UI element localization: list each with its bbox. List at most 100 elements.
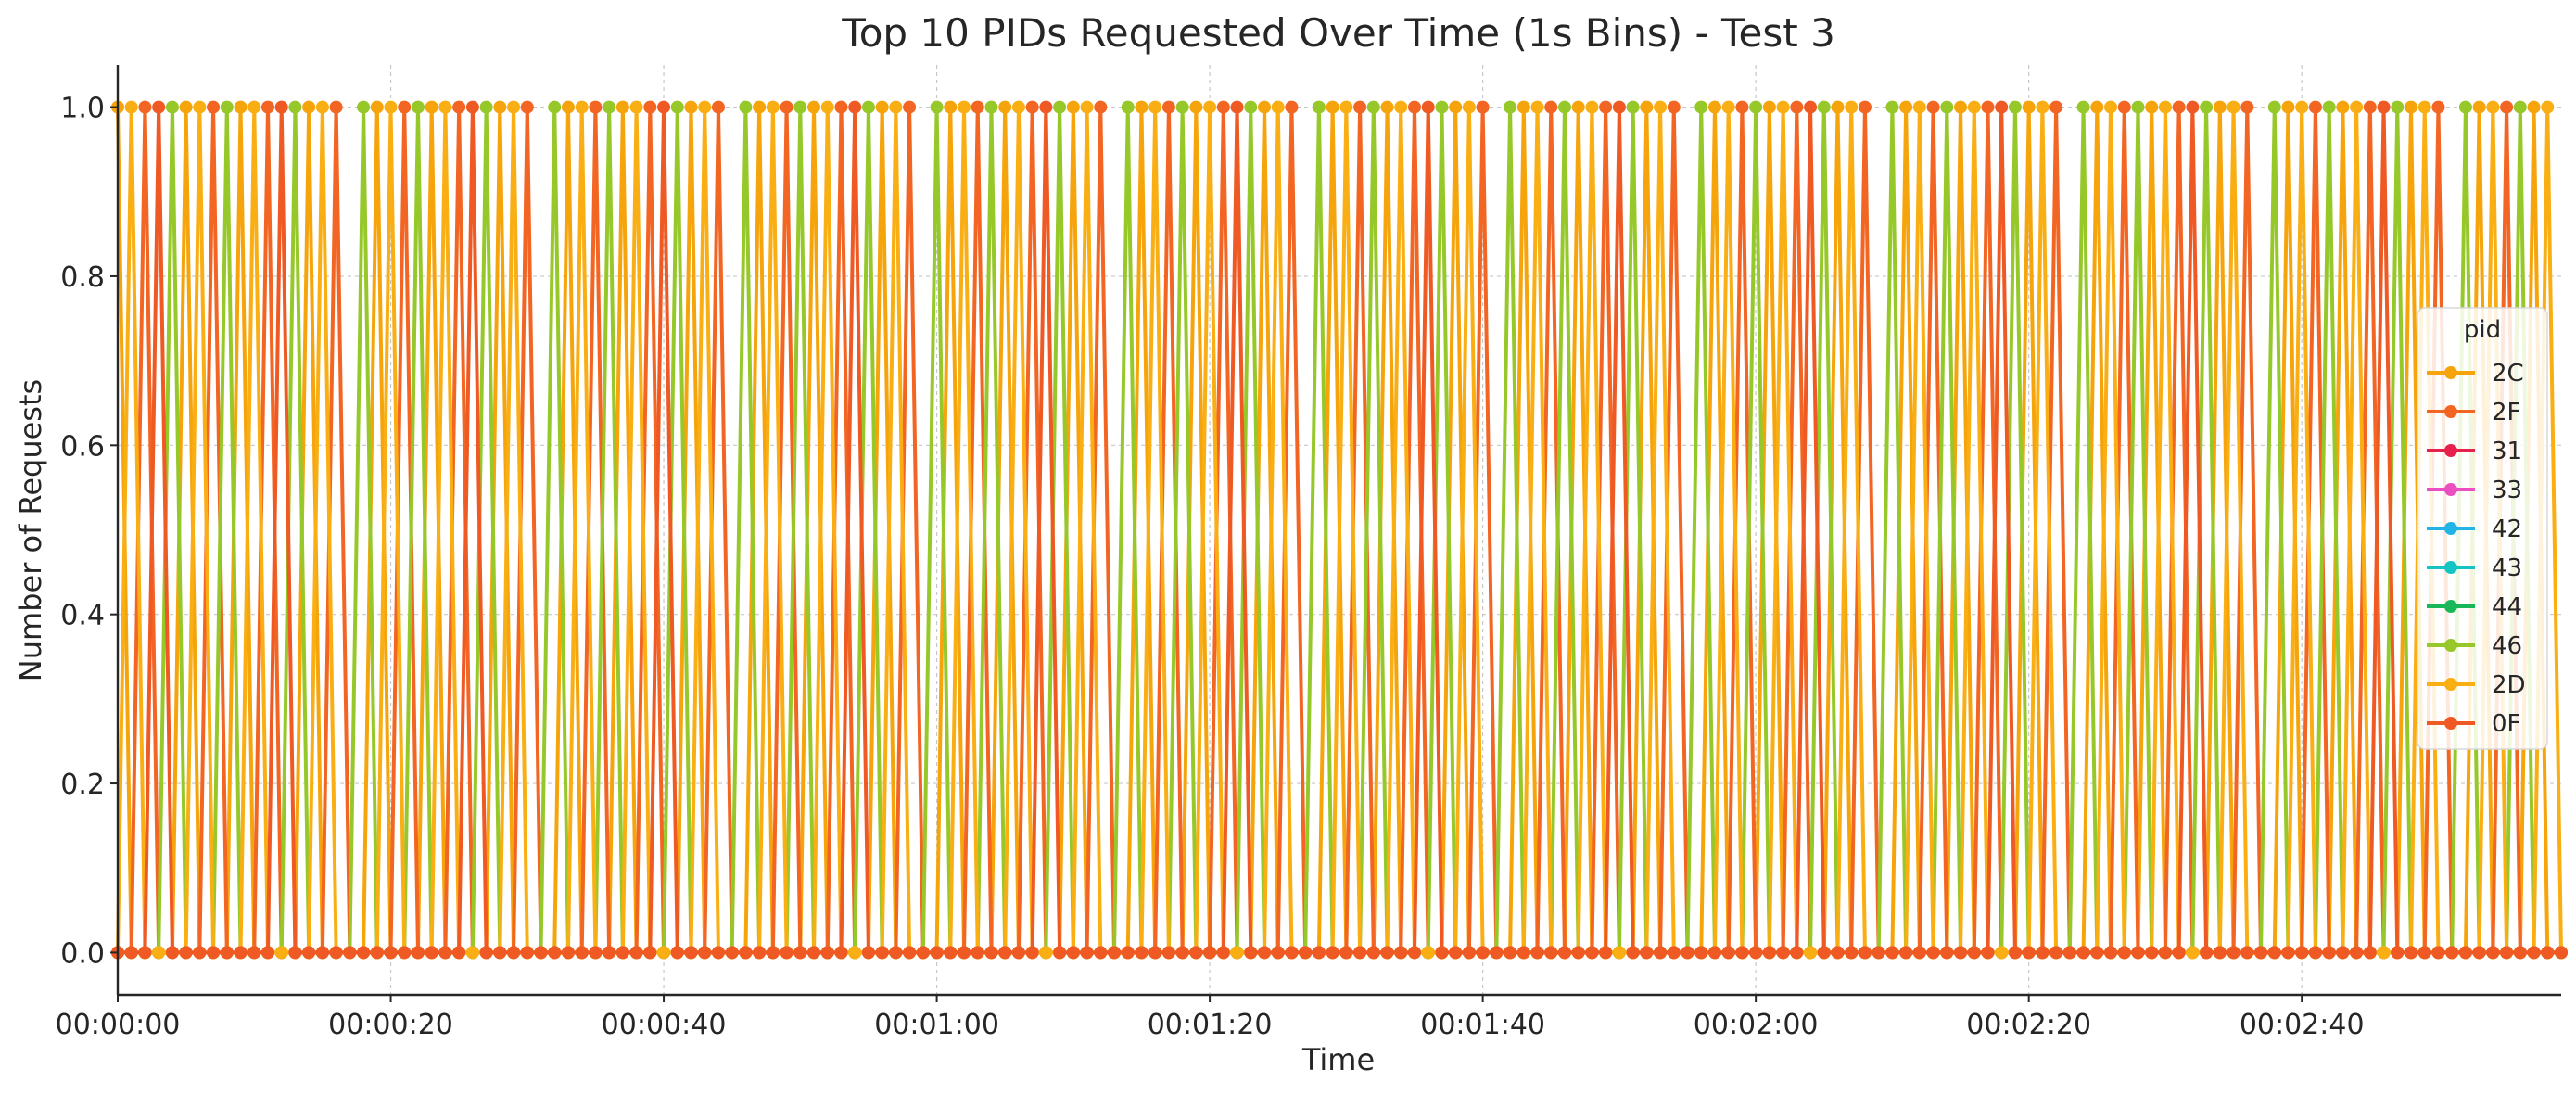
data-point	[1258, 100, 1272, 114]
data-point	[1817, 946, 1831, 960]
data-point	[1216, 946, 1230, 960]
legend-swatch-marker	[2444, 483, 2457, 496]
data-point	[1817, 100, 1831, 114]
data-point	[603, 100, 616, 114]
data-point	[2486, 100, 2500, 114]
data-point	[2417, 946, 2431, 960]
data-point	[2431, 100, 2445, 114]
data-point	[1435, 946, 1449, 960]
data-point	[1025, 946, 1039, 960]
data-point	[1707, 100, 1721, 114]
legend-item: 46	[2427, 632, 2522, 660]
data-point	[753, 100, 767, 114]
data-point	[534, 946, 548, 960]
data-point	[370, 946, 384, 960]
data-point	[1053, 100, 1067, 114]
data-point	[2240, 946, 2254, 960]
data-point	[1544, 946, 1558, 960]
data-point	[971, 100, 984, 114]
data-point	[520, 100, 534, 114]
data-point	[629, 100, 643, 114]
data-point	[1121, 100, 1135, 114]
legend-label: 42	[2492, 515, 2522, 543]
data-point	[1599, 946, 1613, 960]
data-point	[1858, 100, 1872, 114]
data-point	[2090, 946, 2104, 960]
data-point	[1135, 100, 1148, 114]
data-point	[247, 946, 261, 960]
legend-swatch-marker	[2444, 444, 2457, 457]
data-point	[2145, 100, 2159, 114]
data-point	[452, 100, 466, 114]
data-point	[944, 100, 958, 114]
data-point	[1940, 100, 1954, 114]
data-point	[1721, 100, 1735, 114]
data-point	[834, 946, 848, 960]
data-point	[2405, 946, 2418, 960]
data-point	[1421, 100, 1435, 114]
data-point	[207, 946, 221, 960]
data-point	[1011, 946, 1025, 960]
data-point	[1421, 946, 1435, 960]
data-point	[903, 946, 917, 960]
data-point	[152, 946, 166, 960]
data-point	[438, 946, 452, 960]
data-point	[998, 946, 1012, 960]
data-point	[2377, 100, 2391, 114]
data-point	[1981, 946, 1995, 960]
data-point	[2036, 100, 2049, 114]
data-point	[848, 100, 862, 114]
data-point	[958, 946, 971, 960]
legend-item: 44	[2427, 593, 2522, 621]
axes	[110, 65, 2561, 1002]
data-point	[357, 946, 371, 960]
data-point	[1776, 100, 1790, 114]
data-point	[1762, 946, 1776, 960]
data-point	[193, 946, 207, 960]
data-point	[1640, 100, 1654, 114]
data-point	[1694, 946, 1708, 960]
data-point	[1899, 100, 1913, 114]
data-point	[1790, 946, 1804, 960]
data-point	[302, 946, 316, 960]
data-point	[2131, 100, 2145, 114]
data-point	[1845, 100, 1859, 114]
data-point	[807, 946, 821, 960]
data-point	[1504, 946, 1517, 960]
data-point	[165, 100, 179, 114]
y-tick-label: 1.0	[60, 93, 105, 125]
data-point	[1380, 100, 1394, 114]
data-point	[2472, 946, 2486, 960]
data-point	[411, 100, 425, 114]
data-point	[1366, 100, 1380, 114]
data-point	[1557, 100, 1571, 114]
legend-swatch-marker	[2444, 366, 2457, 379]
data-point	[1161, 100, 1175, 114]
data-point	[2104, 946, 2118, 960]
data-point	[1721, 946, 1735, 960]
x-tick-label: 00:00:40	[602, 1009, 727, 1041]
data-point	[1080, 946, 1094, 960]
y-axis-label: Number of Requests	[13, 379, 48, 681]
data-point	[2062, 946, 2076, 960]
legend-title: pid	[2464, 316, 2501, 344]
data-point	[425, 100, 438, 114]
series-0F	[111, 100, 2568, 960]
x-tick-label: 00:01:20	[1148, 1009, 1273, 1041]
data-point	[288, 100, 302, 114]
data-point	[766, 946, 780, 960]
data-point	[2308, 100, 2322, 114]
data-point	[302, 100, 316, 114]
data-point	[234, 946, 247, 960]
legend-label: 44	[2492, 593, 2522, 621]
data-point	[193, 100, 207, 114]
data-point	[548, 100, 562, 114]
data-point	[1749, 946, 1763, 960]
data-point	[603, 946, 616, 960]
data-point	[848, 946, 862, 960]
data-point	[2513, 946, 2527, 960]
data-point	[1258, 946, 1272, 960]
data-point	[493, 946, 507, 960]
data-point	[1108, 946, 1122, 960]
data-point	[2377, 946, 2391, 960]
